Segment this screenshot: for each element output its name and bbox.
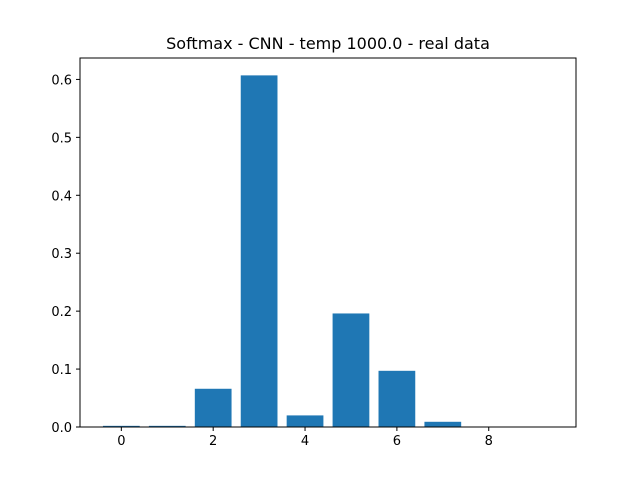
x-tick-label-4: 4 <box>301 434 309 449</box>
y-tick-label-2: 0.2 <box>51 305 72 320</box>
bar-0 <box>102 425 140 427</box>
y-tick-label-5: 0.5 <box>51 131 72 146</box>
y-tick-label-0: 0.0 <box>51 421 72 436</box>
bar-5 <box>332 313 370 427</box>
y-tick-label-4: 0.4 <box>51 189 72 204</box>
plot-frame <box>79 57 577 428</box>
chart-title: Softmax - CNN - temp 1000.0 - real data <box>166 34 490 53</box>
bar-2 <box>194 388 232 427</box>
bar-3 <box>240 75 278 427</box>
y-tick-label-3: 0.3 <box>51 247 72 262</box>
axes-layer: 0 2 4 6 8 0.0 0.1 0.2 0.3 0.4 0.5 0.6 <box>51 57 577 449</box>
x-tick-label-2: 2 <box>209 434 217 449</box>
bar-7 <box>424 421 462 427</box>
y-tick-label-6: 0.6 <box>51 73 72 88</box>
bar-6 <box>378 370 416 427</box>
x-tick-label-8: 8 <box>485 434 493 449</box>
y-tick-label-1: 0.1 <box>51 363 72 378</box>
x-tick-label-0: 0 <box>117 434 125 449</box>
bars-layer <box>102 75 554 427</box>
x-tick-label-6: 6 <box>393 434 401 449</box>
bar-4 <box>286 415 324 427</box>
bar-1 <box>148 425 186 427</box>
